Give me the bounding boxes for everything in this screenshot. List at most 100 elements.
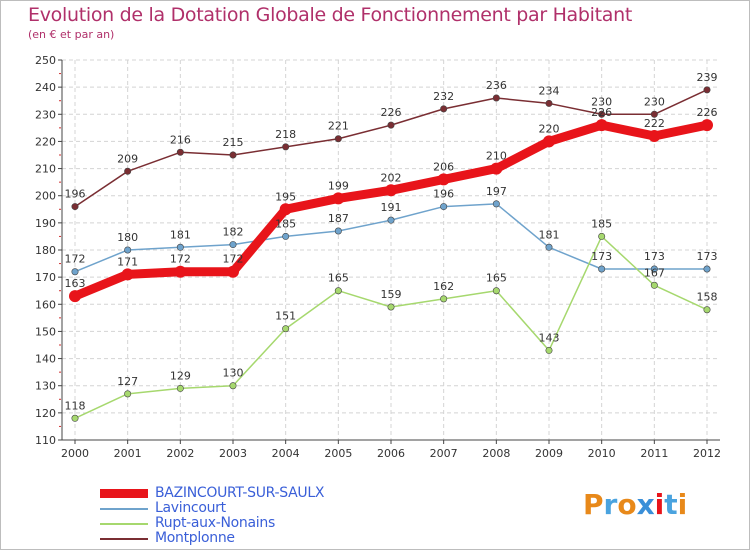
data-point [648, 130, 661, 142]
data-point [229, 241, 237, 249]
y-tick-label: 200 [35, 190, 56, 203]
data-point [650, 281, 658, 289]
logo-letter: t [664, 488, 678, 521]
y-tick-label: 170 [35, 271, 56, 284]
x-tick-label: 2000 [61, 447, 89, 460]
chart-title: Evolution de la Dotation Globale de Fonc… [28, 4, 633, 26]
legend-label: Montplonne [155, 530, 235, 546]
data-point [174, 265, 187, 278]
data-point [385, 184, 397, 197]
data-point [701, 119, 713, 132]
data-point [227, 265, 239, 278]
data-label: 171 [117, 255, 138, 268]
x-tick-label: 2006 [377, 447, 405, 460]
chart-subtitle: (en € et par an) [28, 28, 115, 41]
data-point [334, 135, 342, 143]
data-point [334, 287, 342, 295]
data-label: 180 [117, 231, 138, 244]
data-point [598, 232, 606, 240]
data-point [279, 203, 292, 216]
data-label: 195 [275, 190, 296, 203]
data-point [543, 135, 555, 148]
x-tick-label: 2005 [324, 447, 352, 460]
data-label: 226 [591, 106, 612, 119]
data-point [650, 110, 658, 118]
data-point [440, 105, 448, 113]
data-point [387, 121, 395, 129]
data-point [650, 265, 658, 273]
data-point [71, 268, 79, 276]
y-tick-label: 130 [35, 380, 56, 393]
data-label: 230 [644, 95, 665, 108]
data-label: 239 [697, 71, 718, 84]
x-tick-label: 2007 [430, 447, 458, 460]
data-point [332, 192, 345, 205]
data-point [545, 99, 553, 107]
logo-letter: x [636, 488, 655, 521]
y-tick-label: 120 [35, 407, 56, 420]
x-tick-label: 2010 [588, 447, 616, 460]
data-label: 167 [644, 266, 665, 279]
y-tick-label: 220 [35, 135, 56, 148]
legend-label: BAZINCOURT-SUR-SAULX [155, 485, 325, 501]
data-label: 216 [170, 133, 191, 146]
data-point [492, 94, 500, 102]
x-tick-label: 2001 [114, 447, 142, 460]
data-point [598, 265, 606, 273]
line-chart: 1101201301401501601701801902002102202302… [35, 54, 721, 460]
data-label: 199 [328, 179, 349, 192]
data-label: 181 [170, 228, 191, 241]
y-tick-label: 110 [35, 434, 56, 447]
data-point [703, 306, 711, 314]
data-label: 196 [433, 188, 454, 201]
data-label: 230 [591, 95, 612, 108]
data-point [492, 200, 500, 208]
data-point [176, 243, 184, 251]
data-label: 173 [591, 250, 612, 263]
data-point [282, 325, 290, 333]
data-point [440, 203, 448, 211]
y-tick-label: 230 [35, 108, 56, 121]
data-point [387, 216, 395, 224]
data-point [176, 148, 184, 156]
legend-swatch [100, 508, 148, 510]
data-label: 162 [433, 280, 454, 293]
y-tick-label: 190 [35, 217, 56, 230]
data-label: 181 [539, 228, 560, 241]
logo-letter: i [654, 488, 665, 521]
data-point [282, 143, 290, 151]
legend-swatch [100, 523, 148, 525]
data-point [282, 232, 290, 240]
data-point [71, 203, 79, 211]
y-tick-label: 140 [35, 353, 56, 366]
x-tick-label: 2012 [693, 447, 721, 460]
data-label: 196 [65, 188, 86, 201]
legend-swatch [100, 489, 148, 498]
data-point [334, 227, 342, 235]
y-tick-label: 240 [35, 81, 56, 94]
data-label: 172 [223, 253, 244, 266]
data-point [440, 295, 448, 303]
data-label: 185 [591, 217, 612, 230]
data-label: 222 [644, 117, 665, 130]
data-label: 182 [223, 226, 244, 239]
x-tick-label: 2009 [535, 447, 563, 460]
data-label: 129 [170, 369, 191, 382]
data-point [437, 173, 450, 186]
data-label: 209 [117, 152, 138, 165]
legend-label: Lavincourt [155, 500, 226, 516]
data-point [703, 86, 711, 94]
y-tick-label: 250 [35, 54, 56, 67]
data-label: 218 [275, 128, 296, 141]
data-label: 173 [644, 250, 665, 263]
data-point [387, 303, 395, 311]
data-label: 221 [328, 120, 349, 133]
y-tick-label: 180 [35, 244, 56, 257]
data-label: 220 [539, 122, 560, 135]
data-label: 159 [381, 288, 402, 301]
y-tick-label: 210 [35, 163, 56, 176]
data-label: 151 [275, 310, 296, 323]
data-label: 191 [381, 201, 402, 214]
legend-swatch [100, 538, 148, 540]
y-tick-label: 160 [35, 298, 56, 311]
